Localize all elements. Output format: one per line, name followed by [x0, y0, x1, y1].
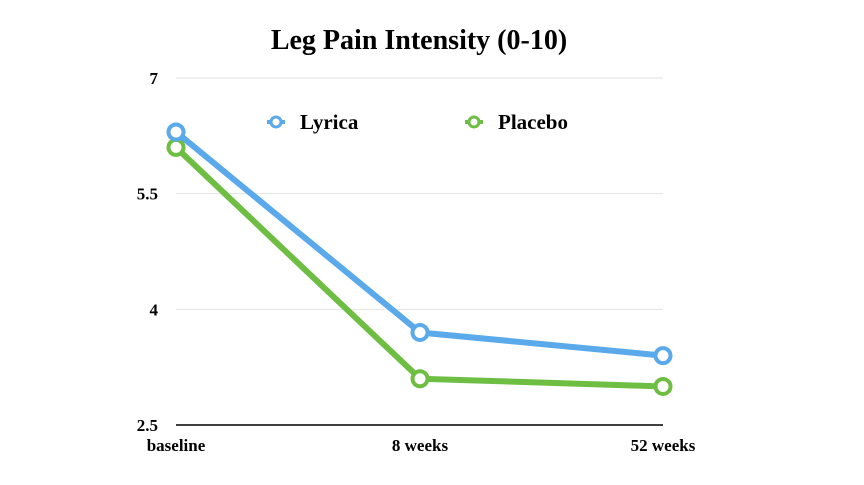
x-tick-label: 52 weeks	[631, 436, 696, 455]
y-tick-label: 2.5	[137, 416, 158, 435]
data-point-placebo	[166, 137, 186, 157]
legend-marker-icon	[269, 115, 283, 129]
data-point-lyrica	[166, 122, 186, 142]
legend-label: Lyrica	[300, 110, 359, 134]
data-point-lyrica	[653, 346, 673, 366]
series-line-lyrica	[174, 129, 664, 359]
data-point-placebo	[410, 369, 430, 389]
y-tick-label: 5.5	[137, 185, 158, 204]
series-layer	[166, 122, 673, 396]
legend-label: Placebo	[498, 110, 568, 134]
y-tick-label: 7	[150, 69, 159, 88]
legend: Lyrica Placebo	[267, 110, 568, 134]
axis-layer: 2.5 4 5.5 7 baseline 8 weeks 52 weeks	[137, 69, 696, 455]
legend-marker-icon	[467, 115, 481, 129]
data-point-lyrica	[410, 322, 430, 342]
legend-item-placebo: Placebo	[465, 110, 568, 134]
x-tick-label: baseline	[147, 436, 206, 455]
data-point-placebo	[653, 376, 673, 396]
chart-title: Leg Pain Intensity (0-10)	[271, 25, 567, 56]
legend-item-lyrica: Lyrica	[267, 110, 359, 134]
grid-layer	[176, 77, 663, 310]
y-tick-label: 4	[150, 300, 159, 319]
x-tick-label: 8 weeks	[392, 436, 449, 455]
